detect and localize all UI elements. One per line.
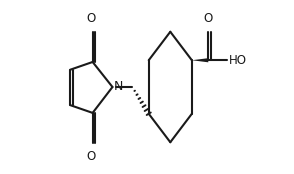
Text: O: O xyxy=(204,12,213,25)
Polygon shape xyxy=(192,58,208,62)
Text: N: N xyxy=(113,81,123,93)
Text: O: O xyxy=(86,150,96,163)
Text: HO: HO xyxy=(229,54,247,67)
Text: O: O xyxy=(86,12,96,25)
